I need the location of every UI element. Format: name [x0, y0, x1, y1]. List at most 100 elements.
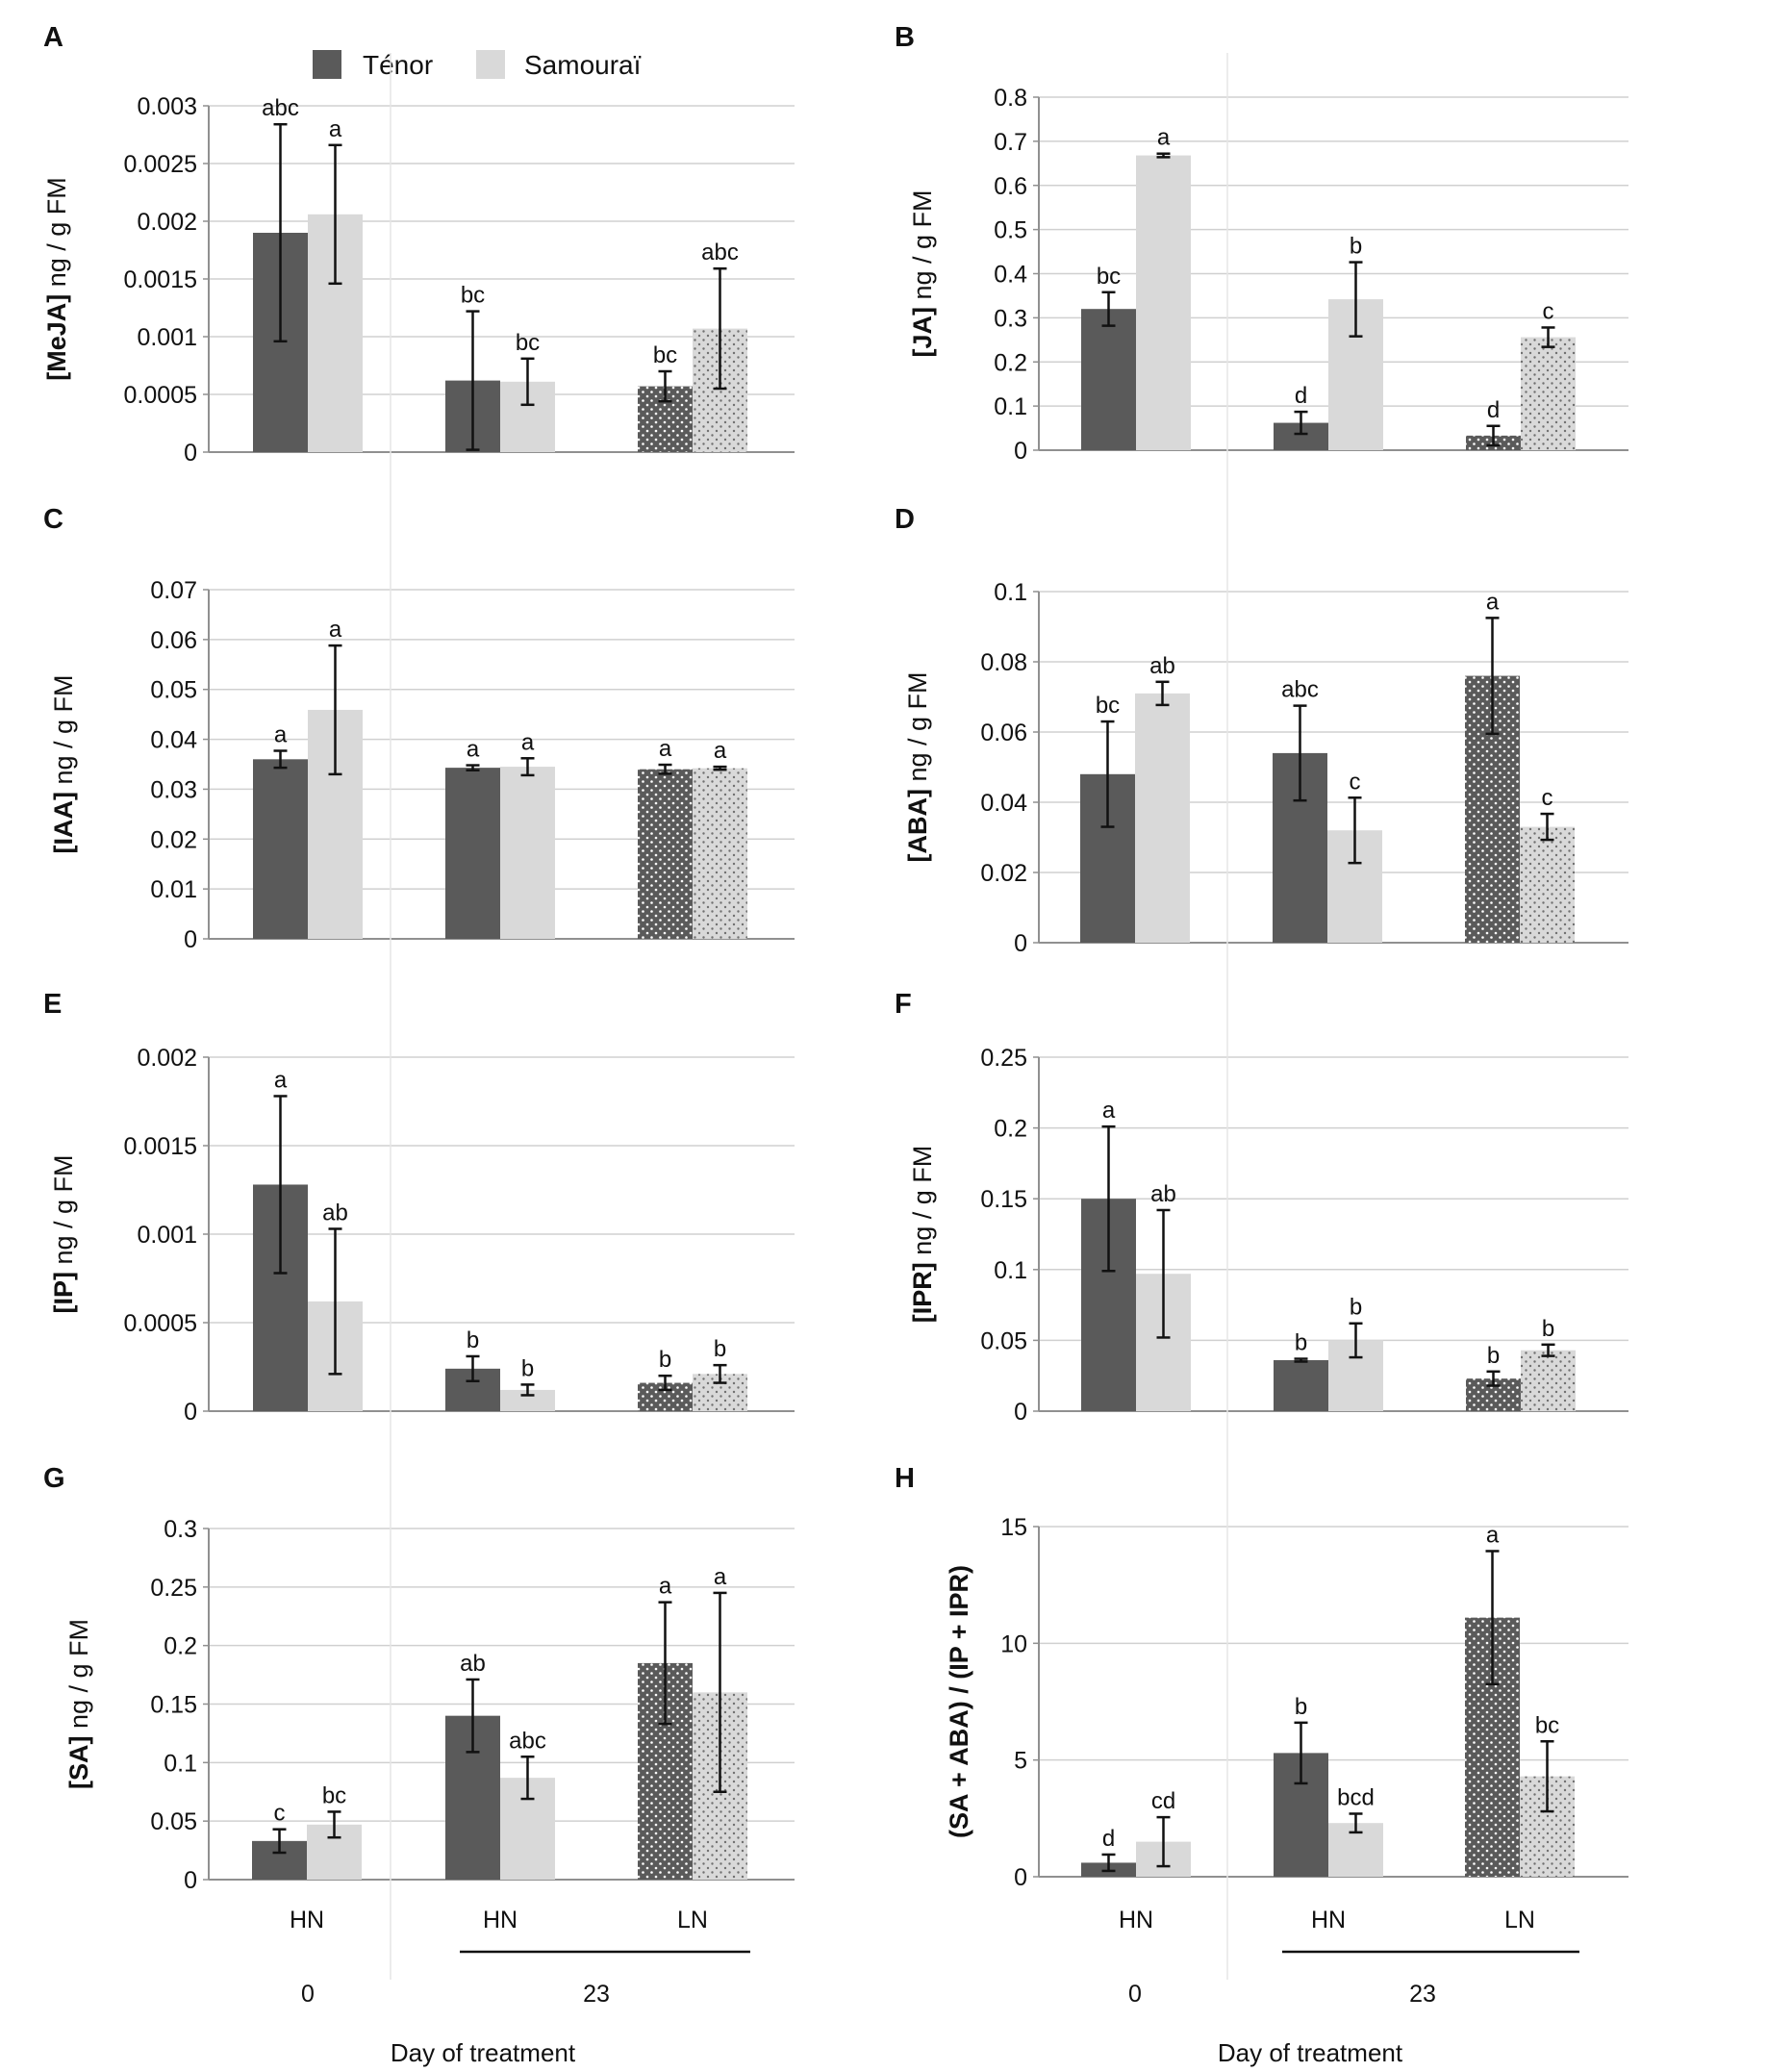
y-tick-label: 0.05	[980, 1327, 1027, 1354]
significance-label: bcd	[1337, 1784, 1375, 1810]
y-tick-label: 0.04	[980, 790, 1027, 817]
y-tick-label: 0	[184, 1867, 197, 1894]
legend-swatch-tenor	[313, 50, 341, 79]
y-tick-label: 0.06	[150, 627, 197, 654]
y-tick-label: 0.0005	[124, 382, 197, 409]
y-tick-label: 0.02	[980, 860, 1027, 887]
significance-label: a	[274, 721, 288, 747]
category-label: HN	[290, 1907, 324, 1933]
day-label: 0	[1128, 1981, 1142, 2008]
y-tick-label: 0.25	[980, 1045, 1027, 1072]
bar-samourai	[1521, 337, 1576, 450]
y-tick-label: 0.15	[980, 1186, 1027, 1213]
x-axis-left: HN HN LN 0 23 Day of treatment	[290, 1907, 750, 2067]
y-tick-label: 0.01	[150, 876, 197, 903]
y-tick-label: 0.03	[150, 776, 197, 803]
significance-label: a	[659, 1574, 672, 1600]
significance-label: c	[274, 1801, 286, 1827]
y-tick-label: 0.8	[994, 85, 1027, 112]
panel-letter: B	[895, 22, 915, 53]
significance-label: abc	[262, 95, 299, 121]
panel-letter: H	[895, 1463, 915, 1494]
significance-label: b	[1295, 1330, 1307, 1356]
significance-label: a	[329, 617, 342, 643]
significance-label: d	[1487, 397, 1500, 423]
significance-label: a	[1486, 1522, 1500, 1548]
y-tick-label: 0	[1014, 438, 1027, 465]
y-tick-label: 0.1	[994, 1257, 1027, 1284]
y-tick-label: 0	[1014, 1399, 1027, 1426]
significance-label: a	[274, 1067, 288, 1093]
bar-tenor	[253, 759, 308, 939]
significance-label: b	[714, 1336, 726, 1362]
significance-label: ab	[1150, 1181, 1176, 1207]
significance-label: b	[659, 1347, 671, 1373]
significance-label: a	[714, 1564, 727, 1590]
bar-tenor	[638, 769, 693, 939]
y-tick-label: 0.02	[150, 826, 197, 853]
x-axis-title: Day of treatment	[391, 2038, 576, 2067]
category-label: LN	[677, 1907, 708, 1933]
bar-samourai	[500, 1389, 555, 1411]
y-axis-title: [ABA] ng / g FM	[903, 671, 932, 862]
significance-label: c	[1542, 785, 1553, 811]
panel-letter: G	[43, 1463, 65, 1494]
significance-label: d	[1295, 383, 1307, 409]
y-tick-label: 0.1	[994, 579, 1027, 606]
category-label: HN	[1311, 1907, 1346, 1933]
significance-label: bc	[1097, 264, 1121, 290]
significance-label: a	[1486, 589, 1500, 615]
significance-label: b	[1295, 1694, 1307, 1720]
category-label: LN	[1504, 1907, 1535, 1933]
panel-letter: E	[43, 989, 62, 1020]
significance-label: bc	[653, 342, 677, 368]
panel-g: G00.050.10.150.20.250.3[SA] ng / g FMcab…	[43, 1463, 795, 1894]
y-tick-label: 0.2	[994, 1116, 1027, 1143]
y-tick-label: 0.002	[137, 209, 197, 236]
y-tick-label: 0.4	[994, 262, 1027, 289]
significance-label: b	[1487, 1343, 1500, 1369]
y-tick-label: 0.3	[994, 305, 1027, 332]
significance-label: cd	[1151, 1788, 1175, 1814]
legend: Ténor Samouraï	[313, 50, 642, 80]
legend-swatch-samourai	[476, 50, 505, 79]
significance-label: a	[1157, 125, 1171, 151]
bar-samourai	[1520, 826, 1575, 943]
panel-letter: C	[43, 504, 63, 535]
panel-h: H 0 5 10 15 (SA + ABA) / (IP + IPR) d b a cd bcd bc	[895, 1463, 1628, 1891]
significance-label: d	[1102, 1826, 1115, 1852]
y-tick-label: 0.07	[150, 577, 197, 604]
y-tick-label: 0	[184, 1399, 197, 1426]
y-tick-label: 0.05	[150, 1808, 197, 1835]
panel-a: A 0 0.0005 0.001 0.0015 0.002 0.0025 0.003 [MeJA…	[42, 22, 795, 467]
significance-label: abc	[701, 240, 739, 265]
bar-tenor	[1081, 309, 1136, 450]
panel-letter: D	[895, 504, 915, 535]
y-tick-label: 5	[1014, 1748, 1027, 1775]
significance-label: b	[1542, 1316, 1554, 1342]
significance-label: bc	[1096, 693, 1120, 719]
y-axis-title: [IP] ng / g FM	[49, 1154, 78, 1313]
y-tick-label: 0.003	[137, 93, 197, 120]
bar-samourai	[1135, 693, 1190, 943]
significance-label: a	[714, 738, 727, 764]
y-axis-title: [IAA] ng / g FM	[49, 674, 78, 853]
y-tick-label: 0.05	[150, 677, 197, 704]
significance-label: ab	[322, 1200, 348, 1226]
significance-label: bc	[461, 283, 485, 309]
y-tick-label: 0.1	[994, 393, 1027, 420]
y-tick-label: 0	[1014, 1864, 1027, 1891]
category-label: HN	[483, 1907, 517, 1933]
bar-tenor	[1274, 1360, 1328, 1411]
bar-samourai	[500, 767, 555, 939]
y-tick-label: 0.001	[137, 1222, 197, 1249]
y-tick-label: 0.3	[164, 1516, 197, 1543]
significance-label: bc	[322, 1782, 346, 1808]
y-tick-label: 0.15	[150, 1692, 197, 1719]
panel-letter: A	[43, 22, 63, 53]
day-label: 0	[301, 1981, 315, 2008]
significance-label: abc	[1281, 677, 1319, 703]
